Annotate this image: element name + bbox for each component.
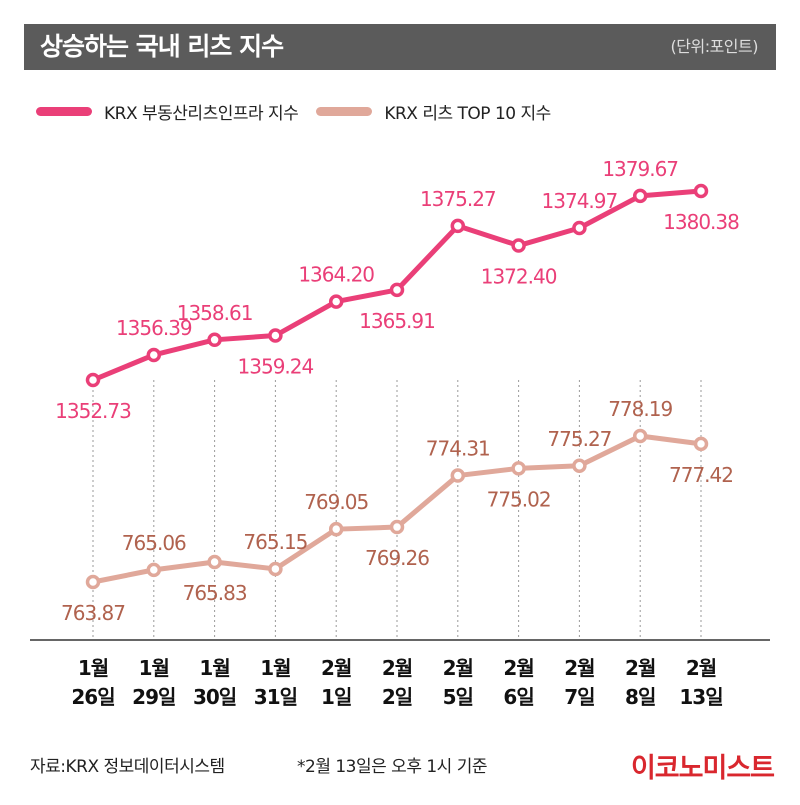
- data-label: 1375.27: [420, 187, 496, 211]
- data-label: 775.27: [547, 427, 611, 451]
- legend-item-series-1: KRX 부동산리츠인프라 지수: [36, 99, 299, 124]
- data-point: [85, 574, 101, 590]
- title-bar: 상승하는 국내 리츠 지수 (단위:포인트): [24, 24, 776, 70]
- data-label: 775.02: [487, 487, 551, 511]
- x-tick-label: 1월: [199, 656, 229, 680]
- x-tick-label: 13일: [679, 685, 722, 709]
- data-point: [632, 428, 648, 444]
- chart-title: 상승하는 국내 리츠 지수: [40, 32, 284, 61]
- x-tick-label: 2월: [625, 656, 655, 680]
- data-label: 769.05: [304, 490, 368, 514]
- data-label: 769.26: [365, 546, 429, 570]
- data-point: [268, 328, 283, 343]
- unit-label: (단위:포인트): [670, 37, 759, 56]
- data-label: 763.87: [61, 601, 125, 625]
- x-tick-label: 26일: [71, 685, 114, 709]
- x-tick-label: 1월: [78, 656, 108, 680]
- x-tick-label: 1월: [139, 656, 169, 680]
- x-tick-label: 30일: [193, 685, 236, 709]
- legend-swatch-series-1: [36, 106, 92, 116]
- footnote: *2월 13일은 오후 1시 기준: [297, 757, 488, 777]
- x-tick-label: 31일: [254, 685, 297, 709]
- data-label: 1352.73: [55, 399, 131, 423]
- x-tick-label: 6일: [503, 685, 533, 709]
- data-point: [632, 188, 648, 204]
- x-tick-label: 2월: [564, 656, 594, 680]
- data-point: [511, 461, 526, 476]
- brand-logo: 이코노미스트: [630, 753, 775, 784]
- data-point: [389, 282, 405, 298]
- x-tick-label: 1월: [260, 656, 290, 680]
- data-point: [511, 238, 526, 253]
- data-point: [572, 458, 587, 474]
- x-tick-label: 29일: [132, 685, 175, 709]
- data-point: [85, 372, 101, 388]
- data-point: [328, 521, 344, 537]
- x-tick-label: 1일: [321, 685, 351, 709]
- data-label: 777.42: [669, 463, 733, 487]
- data-label: 1356.39: [116, 316, 192, 340]
- x-tick-label: 2월: [686, 656, 716, 680]
- x-tick-label: 2월: [503, 656, 533, 680]
- legend-label-series-1: KRX 부동산리츠인프라 지수: [104, 103, 299, 124]
- data-point: [268, 561, 283, 577]
- data-label: 765.15: [243, 530, 307, 554]
- data-point: [693, 183, 709, 199]
- x-tick-label: 7일: [564, 685, 594, 709]
- data-label: 774.31: [426, 437, 490, 461]
- x-tick-label: 2월: [443, 656, 473, 680]
- data-label: 1374.97: [542, 189, 618, 213]
- data-point: [450, 218, 466, 234]
- x-tick-label: 2월: [382, 656, 412, 680]
- data-label: 765.06: [122, 531, 186, 555]
- data-point: [146, 562, 162, 578]
- data-label: 1372.40: [481, 265, 557, 289]
- data-point: [693, 436, 709, 452]
- data-label: 765.83: [183, 581, 247, 605]
- data-label: 1379.67: [602, 157, 678, 181]
- legend-swatch-series-2: [316, 106, 373, 116]
- x-tick-label: 2일: [382, 685, 412, 709]
- data-point: [389, 519, 405, 535]
- source-note: 자료:KRX 정보데이터시스템: [30, 757, 225, 777]
- x-tick-label: 8일: [625, 685, 655, 709]
- data-label: 1359.24: [238, 355, 314, 379]
- data-label: 1358.61: [177, 301, 253, 325]
- data-label: 1364.20: [298, 263, 374, 287]
- legend-item-series-2: KRX 리츠 TOP 10 지수: [316, 99, 551, 124]
- data-point: [450, 468, 466, 483]
- data-point: [572, 220, 587, 236]
- data-point: [328, 294, 344, 309]
- data-point: [146, 347, 162, 363]
- data-point: [207, 332, 222, 348]
- data-label: 778.19: [608, 397, 672, 421]
- data-point: [207, 554, 222, 570]
- data-label: 1365.91: [359, 309, 435, 333]
- legend: KRX 부동산리츠인프라 지수 KRX 리츠 TOP 10 지수: [36, 98, 569, 124]
- legend-label-series-2: KRX 리츠 TOP 10 지수: [384, 103, 551, 124]
- data-label: 1380.38: [663, 210, 739, 234]
- x-tick-label: 2월: [321, 656, 351, 680]
- x-tick-label: 5일: [443, 685, 473, 709]
